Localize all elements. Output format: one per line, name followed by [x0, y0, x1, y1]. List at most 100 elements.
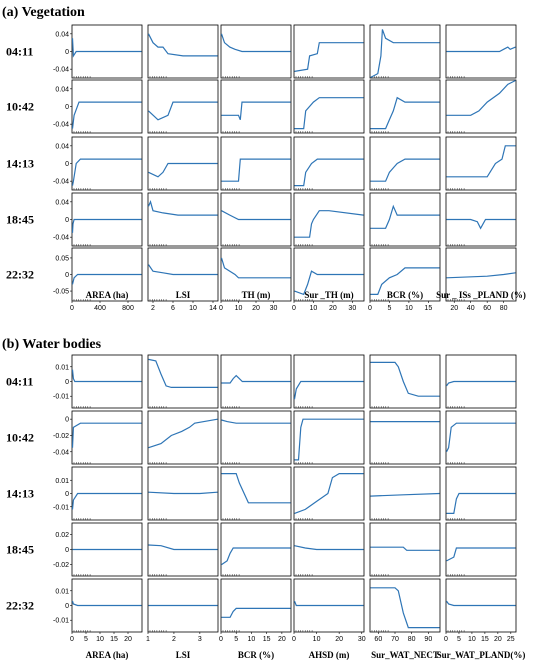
series-line: [71, 158, 142, 186]
subplot: 0.04 0 -0.04: [53, 136, 143, 191]
subplot: 0.01 0 -0.01 0 5 10 15 20: [53, 578, 143, 643]
x-axis-label: LSI: [176, 650, 191, 660]
row-label: 10:42: [6, 431, 34, 445]
series-line: [148, 544, 218, 551]
subplot: 0.01 0 -0.01: [53, 466, 143, 521]
subplot: [293, 79, 365, 134]
subplot-frame: [369, 578, 441, 633]
series-line: [147, 33, 218, 57]
series-line: [71, 218, 142, 233]
y-tick-label: 0.01: [55, 364, 69, 371]
subplot: [369, 136, 441, 191]
subplot: [369, 522, 441, 577]
x-tick-label: 30: [348, 305, 356, 312]
subplot: 0 10 20 30: [219, 247, 292, 312]
row-label: 22:32: [6, 268, 34, 282]
subplot-frame: [369, 79, 441, 134]
subplot-frame: [220, 466, 292, 521]
row-label: 18:45: [6, 213, 34, 227]
series-line: [148, 491, 218, 495]
subplot: [147, 354, 219, 409]
x-tick-label: 30: [358, 636, 366, 643]
x-tick-label: 5: [84, 636, 88, 643]
x-tick-label: 5: [234, 636, 238, 643]
subplot: [147, 522, 219, 577]
x-tick-label: 1: [146, 636, 150, 643]
series-line: [71, 422, 142, 448]
subplot: [445, 79, 517, 134]
row-label: 14:13: [6, 157, 34, 171]
series-line: [220, 33, 291, 53]
subplot: [445, 24, 517, 79]
series-line: [221, 607, 291, 618]
subplot: [445, 354, 517, 409]
y-tick-label: -0.01: [53, 618, 69, 625]
subplot: 0 -0.02 -0.04: [53, 410, 143, 465]
y-tick-label: -0.04: [53, 179, 69, 186]
series-line: [446, 79, 516, 116]
subplot: [147, 136, 219, 191]
series-line: [71, 38, 142, 58]
x-tick-label: 0: [219, 305, 223, 312]
x-tick-label: 15: [110, 636, 118, 643]
series-line: [293, 380, 364, 400]
series-line: [370, 361, 440, 397]
series-line: [446, 547, 516, 562]
subplot: 20 40 60 80: [445, 247, 517, 312]
subplot-frame: [220, 522, 292, 577]
series-line: [293, 600, 364, 607]
series-line: [221, 419, 291, 424]
x-axis-label: AHSD (m): [309, 650, 350, 660]
y-tick-label: 0: [65, 603, 69, 610]
series-line: [148, 264, 218, 276]
y-tick-label: 0.04: [55, 31, 69, 38]
subplot: [293, 522, 365, 577]
x-tick-label: 0: [292, 636, 296, 643]
series-line: [221, 374, 291, 384]
series-line: [294, 97, 364, 130]
subplot-frame: [293, 79, 365, 134]
x-axis-label: LSI: [176, 290, 191, 300]
series-line: [446, 218, 516, 230]
series-line: [294, 210, 364, 238]
subplot: [293, 410, 365, 465]
series-line: [370, 267, 440, 295]
subplot-frame: [369, 410, 441, 465]
y-tick-label: 0: [65, 217, 69, 224]
x-tick-label: 10: [235, 305, 243, 312]
y-tick-label: 0: [65, 272, 69, 279]
x-tick-label: 0: [219, 636, 223, 643]
subplot-frame: [147, 24, 219, 79]
subplot: [220, 354, 292, 409]
subplot-frame: [147, 354, 219, 409]
series-line: [71, 600, 142, 607]
x-tick-label: 800: [122, 305, 134, 312]
subplot: 0.04 0 -0.04: [53, 24, 143, 79]
subplot: 0.05 0 -0.05 0 400 800: [53, 247, 143, 312]
subplot: [147, 79, 219, 134]
subplot-frame: [220, 136, 292, 191]
y-tick-label: -0.01: [53, 394, 69, 401]
subplot: 0.02 0 -0.02: [53, 522, 143, 577]
subplot: 2 6 10 14: [147, 247, 219, 312]
series-line: [446, 380, 516, 387]
subplot-frame: [293, 410, 365, 465]
subplot: [220, 522, 292, 577]
series-line: [446, 145, 516, 178]
y-tick-label: 0: [65, 49, 69, 56]
x-tick-label: 10: [468, 636, 476, 643]
series-line: [148, 418, 218, 449]
x-tick-label: 20: [124, 636, 132, 643]
x-tick-label: 30: [270, 305, 278, 312]
x-axis-label: Sur _ ISs _PLAND (%): [436, 290, 526, 300]
subplot-frame: [369, 136, 441, 191]
series-line: [294, 158, 364, 187]
subplot-frame: [220, 79, 292, 134]
subplot: [220, 466, 292, 521]
subplot: [220, 136, 292, 191]
series-line: [148, 101, 218, 121]
subplot: 0 10 20 30: [292, 578, 366, 643]
x-tick-label: 2: [172, 636, 176, 643]
subplot: [147, 192, 219, 247]
x-tick-label: 400: [94, 305, 106, 312]
